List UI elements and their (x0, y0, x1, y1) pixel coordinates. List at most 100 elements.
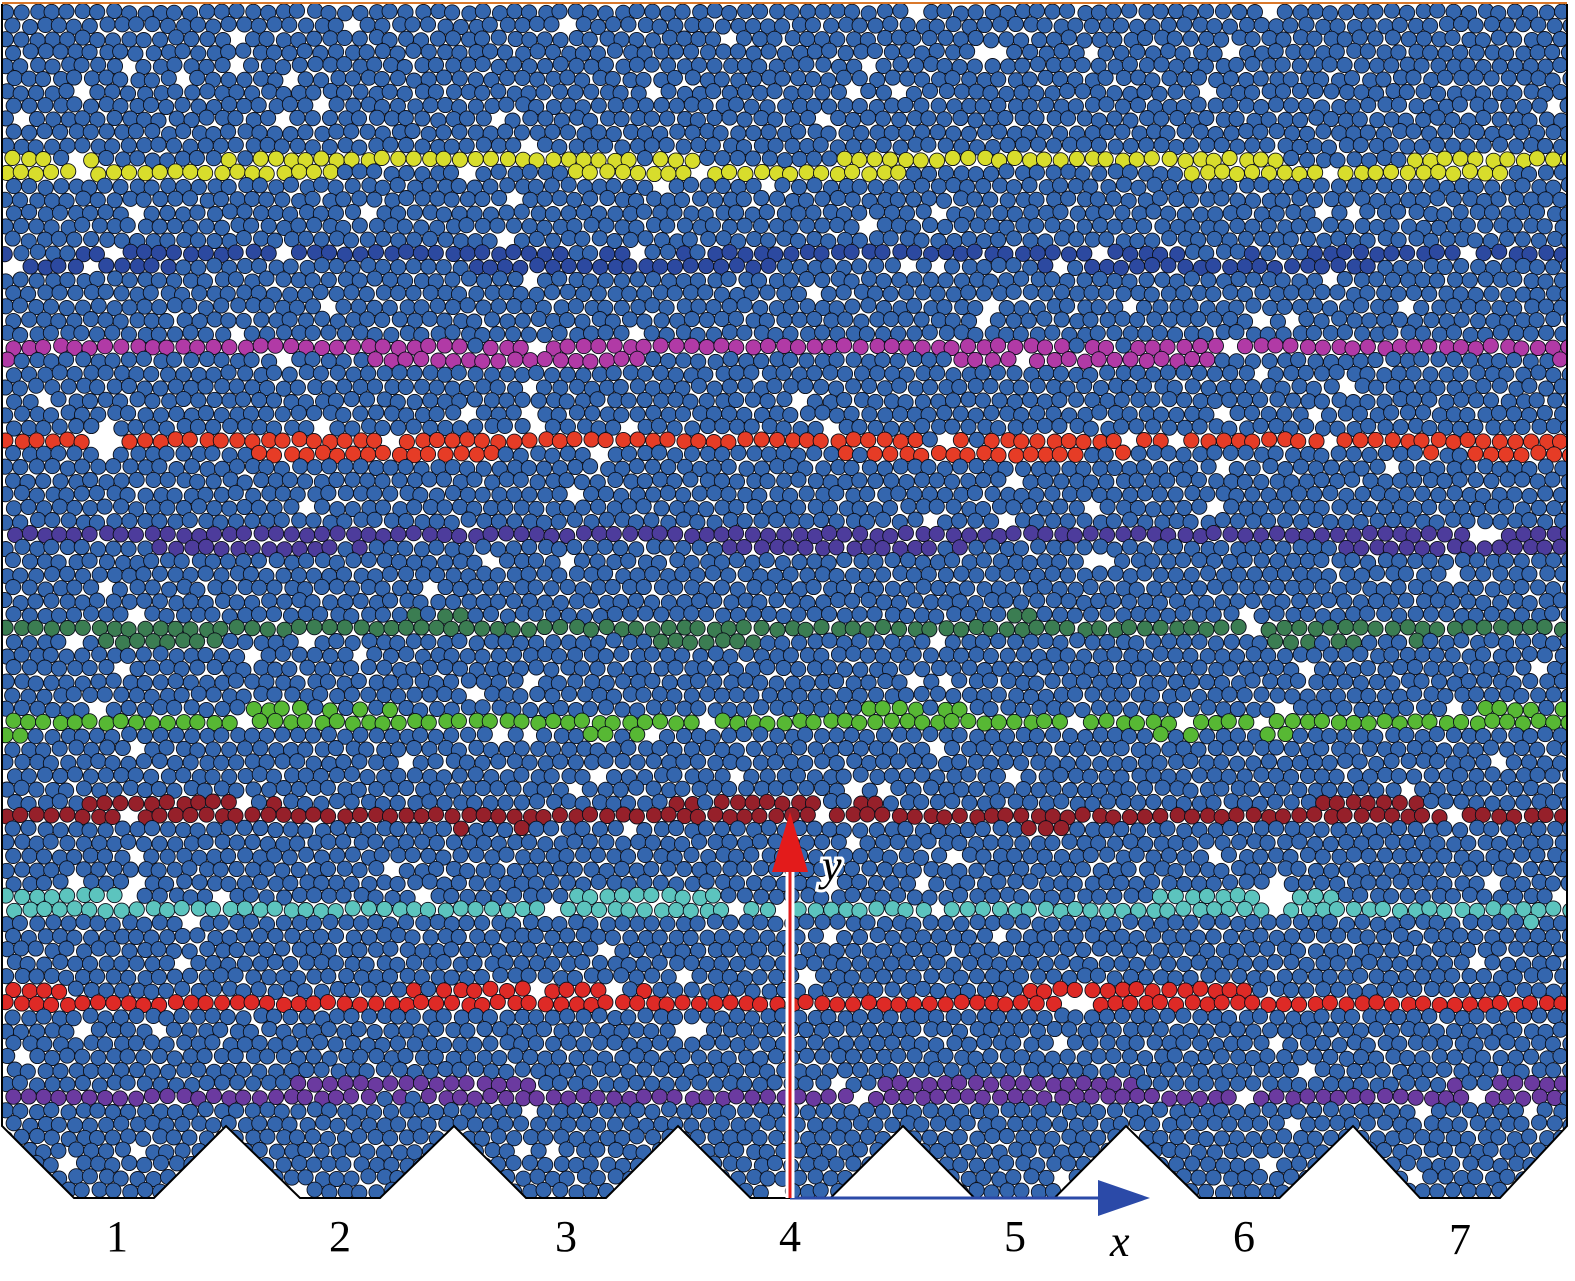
particle (998, 163, 1015, 180)
particle (582, 112, 599, 129)
particle (427, 56, 445, 74)
particle (304, 298, 322, 315)
particle (1274, 56, 1291, 73)
particle (498, 525, 515, 542)
particle (591, 366, 608, 383)
particle (1076, 485, 1093, 502)
particle (1121, 538, 1138, 555)
particle (258, 270, 275, 287)
particle (4, 17, 21, 34)
particle (684, 579, 701, 596)
particle (1213, 136, 1230, 154)
particle (1276, 4, 1293, 20)
particle (1529, 44, 1546, 61)
particle (390, 150, 407, 167)
particle (527, 552, 545, 569)
particle (675, 352, 692, 369)
particle (1083, 284, 1100, 301)
particle (698, 257, 715, 275)
particle (1029, 377, 1046, 394)
particle (1491, 377, 1508, 394)
particle (776, 391, 793, 408)
particle (1545, 124, 1562, 141)
particle (407, 578, 424, 596)
particle (1077, 353, 1094, 370)
particle (884, 580, 901, 597)
particle (351, 190, 368, 207)
particle (1091, 404, 1108, 421)
particle (713, 310, 731, 327)
particle (1206, 230, 1223, 247)
particle (1384, 511, 1402, 529)
particle (1408, 43, 1425, 60)
particle (1285, 43, 1302, 60)
particle (275, 59, 292, 76)
particle (851, 204, 868, 221)
particle (1152, 619, 1169, 636)
particle (1221, 391, 1238, 408)
particle (1229, 404, 1246, 422)
particle (983, 404, 1000, 421)
particle (1146, 311, 1163, 328)
particle (474, 30, 491, 47)
particle (1006, 149, 1023, 166)
particle (829, 216, 846, 234)
particle (1229, 243, 1246, 260)
particle (1392, 418, 1409, 436)
particle (652, 337, 669, 354)
particle (105, 540, 122, 557)
particle (238, 177, 255, 194)
particle (1068, 337, 1085, 354)
particle (222, 417, 239, 435)
particle (305, 512, 322, 529)
particle (869, 337, 886, 355)
particle (1136, 485, 1154, 502)
particle (144, 579, 161, 596)
particle (82, 123, 99, 140)
particle (505, 326, 522, 343)
particle (928, 18, 945, 35)
particle (1437, 69, 1454, 86)
particle (445, 245, 462, 263)
particle (497, 123, 514, 140)
particle (1000, 351, 1017, 368)
particle (27, 619, 44, 636)
particle (59, 565, 76, 582)
particle (1506, 271, 1523, 288)
particle (514, 69, 531, 86)
particle (214, 164, 231, 182)
particle (568, 565, 586, 582)
particle (152, 31, 169, 48)
particle (945, 44, 962, 61)
particle (1206, 45, 1223, 62)
particle (1505, 646, 1522, 663)
particle (599, 163, 616, 180)
particle (667, 391, 684, 408)
particle (1292, 29, 1309, 46)
particle (253, 230, 270, 247)
particle (590, 498, 607, 515)
particle (1059, 4, 1076, 19)
particle (482, 339, 499, 356)
particle (1416, 593, 1433, 610)
particle (1138, 271, 1155, 288)
particle (920, 351, 938, 368)
particle (1514, 203, 1531, 220)
particle (336, 84, 353, 101)
particle (505, 646, 523, 663)
particle (129, 150, 146, 167)
particle (1097, 151, 1114, 168)
particle (298, 552, 315, 569)
particle (1314, 283, 1331, 301)
particle (697, 284, 714, 301)
particle (1330, 257, 1347, 274)
particle (188, 149, 205, 167)
particle (1452, 44, 1469, 61)
particle (152, 674, 169, 691)
particle (328, 471, 345, 488)
particle (1014, 136, 1032, 153)
particle (1144, 72, 1161, 89)
particle (142, 284, 159, 301)
particle (646, 190, 663, 207)
particle (928, 472, 945, 489)
